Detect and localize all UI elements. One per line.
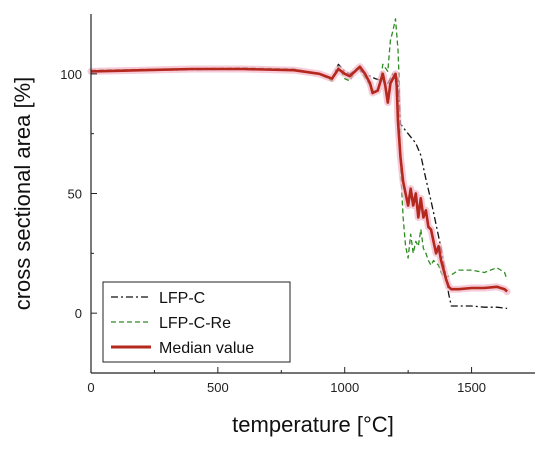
legend-label: Median value	[159, 340, 254, 357]
y-tick-label: 50	[68, 187, 82, 202]
series-median-band	[87, 63, 511, 296]
x-tick-label: 1500	[457, 380, 486, 395]
y-tick-label: 100	[60, 67, 82, 82]
legend-label: LFP-C	[159, 290, 205, 307]
x-tick-label: 1000	[330, 380, 359, 395]
series-line-median-value	[90, 65, 509, 293]
x-axis-title: temperature [°C]	[232, 412, 394, 437]
series-line-lfp-c-re	[90, 18, 508, 280]
tick-labels: 0 500 1000 1500 0 50 100	[60, 67, 486, 395]
x-tick-label: 0	[87, 380, 94, 395]
legend-label: LFP-C-Re	[159, 315, 231, 332]
x-tick-label: 500	[207, 380, 229, 395]
y-tick-label: 0	[75, 306, 82, 321]
legend-box	[102, 281, 291, 363]
y-axis-title: cross sectional area [%]	[10, 77, 35, 311]
axes	[90, 14, 535, 374]
legend: LFP-C LFP-C-Re Median value	[102, 281, 291, 363]
series-layer	[87, 18, 511, 310]
